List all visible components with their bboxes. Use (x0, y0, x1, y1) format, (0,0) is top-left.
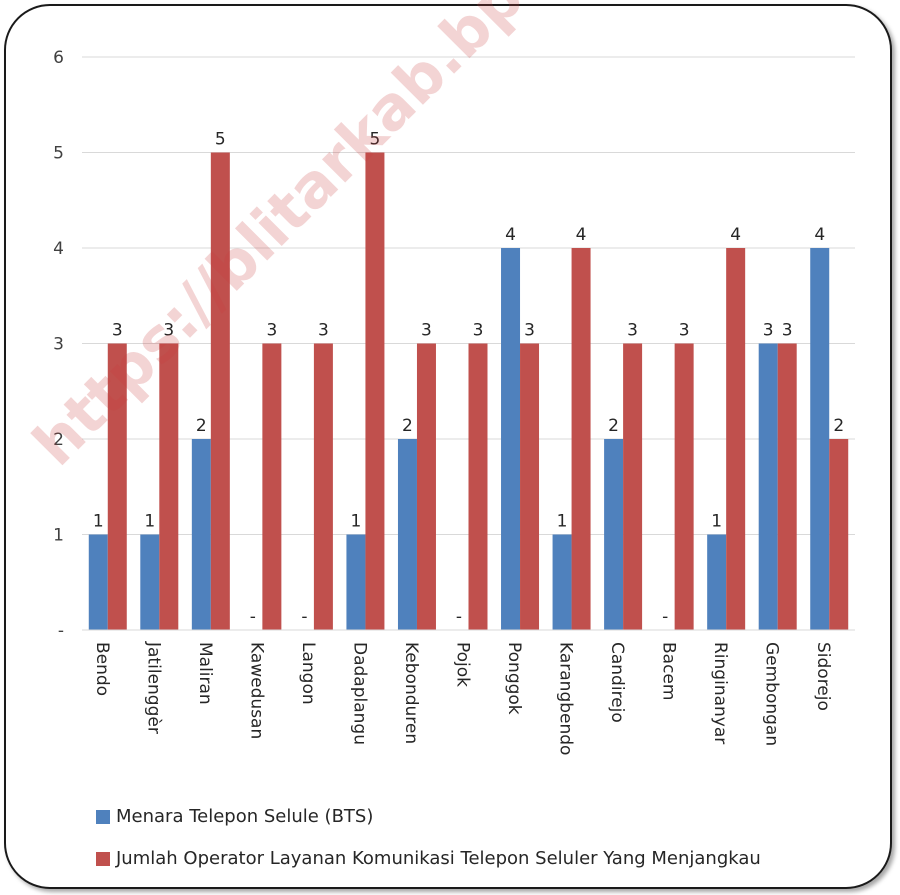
bar-operator (107, 343, 127, 630)
bar-operator (777, 343, 797, 630)
data-label: 2 (196, 416, 207, 436)
data-label: 4 (576, 225, 587, 245)
bar-operator (468, 343, 488, 630)
bar-bts (501, 248, 521, 630)
data-label: 5 (370, 130, 381, 150)
bar-bts (604, 439, 624, 630)
y-tick-label: 6 (53, 48, 64, 68)
bar-operator (623, 343, 643, 630)
bar-operator (159, 343, 179, 630)
data-label: - (662, 607, 668, 627)
data-label: 5 (215, 130, 226, 150)
data-label: 3 (266, 321, 277, 341)
y-tick-label: - (58, 621, 64, 641)
bar-operator (726, 248, 746, 630)
x-category-label: Langon (298, 642, 318, 705)
data-label: 4 (505, 225, 516, 245)
legend-item-bts: Menara Telepon Selule (BTS) (96, 806, 373, 827)
data-label: 3 (782, 321, 793, 341)
bar-operator (571, 248, 591, 630)
y-tick-label: 4 (53, 239, 64, 259)
bar-operator (313, 343, 333, 630)
data-label: 3 (524, 321, 535, 341)
bar-bts (88, 534, 108, 630)
data-label: 1 (711, 512, 722, 532)
bar-operator (674, 343, 694, 630)
data-label: 3 (112, 321, 123, 341)
x-category-label: Bacem (659, 642, 679, 700)
y-tick-label: 5 (53, 144, 64, 164)
x-category-label: Maliran (195, 642, 215, 705)
data-label: - (250, 607, 256, 627)
bar-bts (758, 343, 778, 630)
bar-operator (365, 152, 385, 630)
x-category-label: Bendo (92, 642, 112, 696)
data-label: 3 (421, 321, 432, 341)
x-category-label: Sidorejo (813, 642, 833, 711)
bar-bts (397, 439, 417, 630)
x-category-label: Karangbendo (556, 642, 576, 755)
data-label: 4 (814, 225, 825, 245)
legend-label-operator: Jumlah Operator Layanan Komunikasi Telep… (116, 848, 761, 869)
legend-swatch-bts (96, 809, 110, 824)
legend-label-bts: Menara Telepon Selule (BTS) (116, 806, 374, 827)
y-tick-label: 1 (53, 526, 64, 546)
data-label: 3 (318, 321, 329, 341)
y-tick-label: 2 (53, 430, 64, 450)
x-category-label: Kebonduren (401, 642, 421, 744)
x-category-label: Ringinanyar (710, 642, 730, 744)
bar-bts (552, 534, 572, 630)
data-label: 2 (402, 416, 413, 436)
bar-bts (191, 439, 211, 630)
data-label: 1 (93, 512, 104, 532)
data-label: 1 (557, 512, 568, 532)
data-label: 3 (679, 321, 690, 341)
x-category-label: Pojok (453, 642, 473, 687)
data-label: - (301, 607, 307, 627)
x-category-label: Kawedusan (246, 642, 266, 739)
y-tick-label: 3 (53, 335, 64, 355)
bar-bts (140, 534, 160, 630)
data-label: 1 (144, 512, 155, 532)
data-label: 3 (473, 321, 484, 341)
x-category-label: Dadaplangu (349, 642, 369, 745)
data-label: - (456, 607, 462, 627)
bar-bts (810, 248, 830, 630)
data-label: 3 (627, 321, 638, 341)
x-category-label: Ponggok (504, 642, 524, 715)
data-label: 3 (163, 321, 174, 341)
data-label: 1 (351, 512, 362, 532)
data-label: 2 (608, 416, 619, 436)
bar-operator (210, 152, 230, 630)
data-label: 2 (833, 416, 844, 436)
bar-bts (346, 534, 366, 630)
x-category-label: Jatilenggèr (143, 641, 163, 734)
bar-operator (520, 343, 540, 630)
data-label: 3 (763, 321, 774, 341)
x-category-label: Gembongan (762, 642, 782, 746)
bar-operator (262, 343, 282, 630)
legend-swatch-operator (96, 851, 110, 866)
bar-operator (829, 439, 849, 630)
bar-operator (416, 343, 436, 630)
x-category-label: Candirejo (607, 642, 627, 723)
bar-bts (707, 534, 727, 630)
legend-item-operator: Jumlah Operator Layanan Komunikasi Telep… (96, 848, 761, 869)
data-label: 4 (730, 225, 741, 245)
